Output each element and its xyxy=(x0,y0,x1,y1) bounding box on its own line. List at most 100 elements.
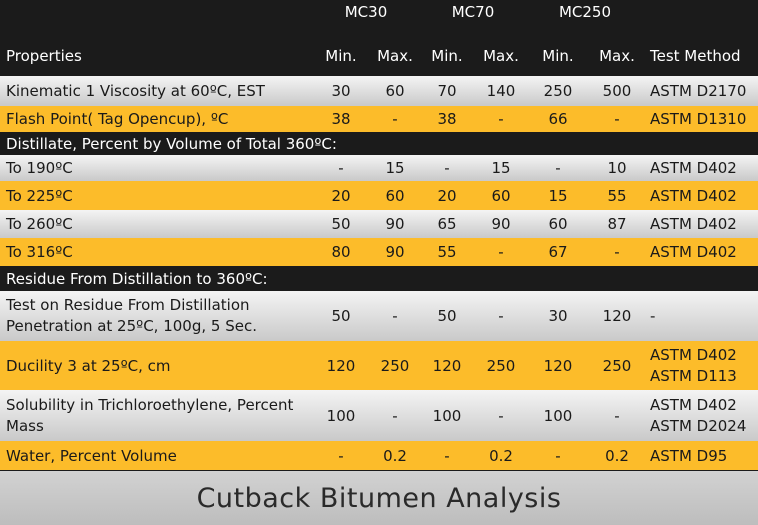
table-row: Water, Percent Volume - 0.2 - 0.2 - 0.2 ASTM D9… xyxy=(0,441,758,470)
value-cell: 140 xyxy=(486,82,516,100)
value-cell: - xyxy=(498,406,504,425)
value-cell: 0.2 xyxy=(489,446,513,465)
value-cell: 38 xyxy=(437,110,457,128)
row-label-line: Ducility 3 at 25ºC, cm xyxy=(6,356,171,375)
test-method-cell: ASTM D95 xyxy=(650,441,727,470)
header-max: Max. xyxy=(599,47,635,65)
value-cell: 100 xyxy=(432,406,462,425)
table-row: Solubility in Trichloroethylene, Percent… xyxy=(0,390,758,441)
row-label: Ducility 3 at 25ºC, cm xyxy=(6,341,171,390)
caption: Cutback Bitumen Analysis xyxy=(196,482,562,514)
value-cell: - xyxy=(498,110,504,128)
table-row: Test on Residue From Distillation Penetra… xyxy=(0,291,758,341)
header-min: Min. xyxy=(542,47,574,65)
row-label: To 260ºC xyxy=(6,210,73,238)
value-cell: 80 xyxy=(331,243,351,261)
test-method-cell: ASTM D402 xyxy=(650,155,737,181)
row-label-line: To 260ºC xyxy=(6,215,73,233)
test-method-cell: ASTM D402 ASTM D113 xyxy=(650,341,737,390)
value-cell: - xyxy=(444,446,450,465)
value-cell: - xyxy=(614,406,620,425)
value-cell: 250 xyxy=(486,356,516,375)
table-row: Kinematic 1 Viscosity at 60ºC, EST 30 60 70… xyxy=(0,76,758,106)
row-label-line: To 225ºC xyxy=(6,186,73,205)
table-header: MC30 MC70 MC250 Properties Min. Max. Min… xyxy=(0,0,758,74)
value-cell: - xyxy=(555,159,561,177)
table-row: To 225ºC 20 60 20 60 15 55 ASTM D402 xyxy=(0,181,758,210)
value-cell: 20 xyxy=(331,186,351,205)
value-cell: - xyxy=(614,110,620,128)
value-cell: - xyxy=(338,159,344,177)
value-cell: 55 xyxy=(607,186,627,205)
value-cell: 60 xyxy=(548,215,568,233)
test-method-cell: ASTM D402 xyxy=(650,181,737,210)
header-min: Min. xyxy=(325,47,357,65)
row-label-line: Kinematic 1 Viscosity at 60ºC, EST xyxy=(6,82,265,100)
value-cell: 120 xyxy=(543,356,573,375)
value-cell: 100 xyxy=(543,406,573,425)
value-cell: - xyxy=(444,159,450,177)
test-method-cell: - xyxy=(650,291,655,341)
section-row: Distillate, Percent by Volume of Total 3… xyxy=(0,132,758,155)
value-cell: 30 xyxy=(548,307,568,325)
value-cell: 66 xyxy=(548,110,568,128)
group-mc30: MC30 xyxy=(344,3,388,21)
value-cell: 90 xyxy=(491,215,511,233)
value-cell: - xyxy=(498,307,504,325)
row-label-line: Solubility in Trichloroethylene, Percent xyxy=(6,395,294,414)
value-cell: 20 xyxy=(437,186,457,205)
value-cell: 0.2 xyxy=(383,446,407,465)
test-method-line: ASTM D402 xyxy=(650,186,737,205)
value-cell: 10 xyxy=(607,159,627,177)
value-cell: 87 xyxy=(607,215,627,233)
value-cell: - xyxy=(498,243,504,261)
header-max: Max. xyxy=(483,47,519,65)
header-test-method: Test Method xyxy=(650,47,741,65)
value-cell: 50 xyxy=(331,215,351,233)
value-cell: 55 xyxy=(437,243,457,261)
value-cell: 50 xyxy=(331,307,351,325)
value-cell: 38 xyxy=(331,110,351,128)
row-label: To 316ºC xyxy=(6,238,73,266)
row-label: To 190ºC xyxy=(6,155,73,181)
row-label: Residue From Distillation to 360ºC: xyxy=(6,266,268,291)
test-method-cell: ASTM D402 xyxy=(650,210,737,238)
test-method-line: ASTM D2024 xyxy=(650,416,747,435)
value-cell: 0.2 xyxy=(605,446,629,465)
test-method-line: ASTM D402 xyxy=(650,243,737,261)
value-cell: 250 xyxy=(602,356,632,375)
value-cell: 60 xyxy=(385,186,405,205)
value-cell: 500 xyxy=(602,82,632,100)
row-label-line: Penetration at 25ºC, 100g, 5 Sec. xyxy=(6,317,257,335)
table-row: Flash Point( Tag Opencup), ºC 38 - 38 - 66 - AS… xyxy=(0,106,758,132)
test-method-cell: ASTM D2170 xyxy=(650,76,746,106)
row-label-line: Mass xyxy=(6,416,44,435)
test-method-line: ASTM D402 xyxy=(650,215,737,233)
header-min: Min. xyxy=(431,47,463,65)
value-cell: 67 xyxy=(548,243,568,261)
test-method-cell: ASTM D402 ASTM D2024 xyxy=(650,390,746,441)
value-cell: 15 xyxy=(548,186,568,205)
row-label: To 225ºC xyxy=(6,181,73,210)
test-method-line: ASTM D402 xyxy=(650,395,737,414)
table-row: Ducility 3 at 25ºC, cm 120 250 120 250 120 250… xyxy=(0,341,758,390)
value-cell: - xyxy=(392,307,398,325)
test-method-line: ASTM D95 xyxy=(650,446,728,465)
table-row: To 190ºC - 15 - 15 - 10 ASTM D402 xyxy=(0,155,758,181)
row-label-line: Test on Residue From Distillation xyxy=(6,296,250,314)
group-mc70: MC70 xyxy=(451,3,495,21)
test-method-line: ASTM D402 xyxy=(650,159,737,177)
value-cell: 60 xyxy=(491,186,511,205)
row-label: Distillate, Percent by Volume of Total 3… xyxy=(6,132,337,155)
row-label: Water, Percent Volume xyxy=(6,441,177,470)
section-row: Residue From Distillation to 360ºC: xyxy=(0,266,758,291)
row-label-line: Flash Point( Tag Opencup), ºC xyxy=(6,110,229,128)
row-label: Kinematic 1 Viscosity at 60ºC, EST xyxy=(6,76,265,106)
test-method-line: ASTM D2170 xyxy=(650,82,747,100)
test-method-line: ASTM D1310 xyxy=(650,110,747,128)
value-cell: 30 xyxy=(331,82,351,100)
value-cell: 15 xyxy=(385,159,405,177)
row-label-line: To 190ºC xyxy=(6,159,73,177)
value-cell: 90 xyxy=(385,215,405,233)
